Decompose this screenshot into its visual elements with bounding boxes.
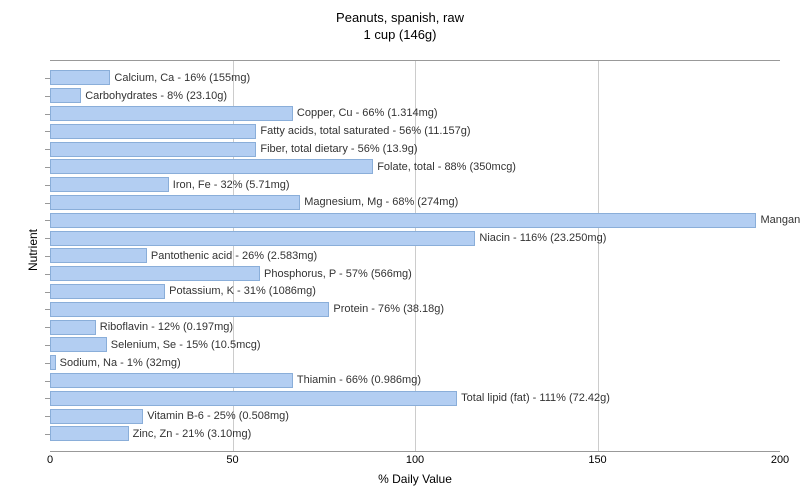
bar-row: Zinc, Zn - 21% (3.10mg) — [50, 425, 780, 443]
bar-row: Selenium, Se - 15% (10.5mcg) — [50, 336, 780, 354]
bar-row: Magnesium, Mg - 68% (274mg) — [50, 194, 780, 212]
bar-label: Carbohydrates - 8% (23.10g) — [85, 90, 227, 102]
bar-label: Selenium, Se - 15% (10.5mcg) — [111, 339, 261, 351]
bar-label: Riboflavin - 12% (0.197mg) — [100, 321, 233, 333]
bar — [50, 355, 56, 370]
x-tick-label: 0 — [47, 454, 53, 466]
x-axis: 050100150200 % Daily Value — [50, 450, 780, 490]
bar-label: Potassium, K - 31% (1086mg) — [169, 285, 316, 297]
bar-row: Vitamin B-6 - 25% (0.508mg) — [50, 407, 780, 425]
title-line-2: 1 cup (146g) — [0, 27, 800, 44]
y-axis-title: Nutrient — [26, 229, 40, 271]
bar — [50, 284, 165, 299]
bar-label: Fatty acids, total saturated - 56% (11.1… — [260, 125, 470, 137]
bar-label: Calcium, Ca - 16% (155mg) — [114, 72, 250, 84]
bar-label: Pantothenic acid - 26% (2.583mg) — [151, 250, 317, 262]
bar — [50, 142, 256, 157]
bar — [50, 248, 147, 263]
bar — [50, 391, 457, 406]
bar — [50, 320, 96, 335]
bar-row: Folate, total - 88% (350mcg) — [50, 158, 780, 176]
bar — [50, 159, 373, 174]
bar-row: Phosphorus, P - 57% (566mg) — [50, 265, 780, 283]
bar-row: Copper, Cu - 66% (1.314mg) — [50, 105, 780, 123]
bar-label: Iron, Fe - 32% (5.71mg) — [173, 179, 290, 191]
bar — [50, 337, 107, 352]
chart-title: Peanuts, spanish, raw 1 cup (146g) — [0, 0, 800, 44]
bar-row: Carbohydrates - 8% (23.10g) — [50, 87, 780, 105]
bar-row: Manganese, Mn - 193% (3.854mg) — [50, 211, 780, 229]
bar-label: Folate, total - 88% (350mcg) — [377, 161, 516, 173]
bar — [50, 70, 110, 85]
bar — [50, 409, 143, 424]
bar — [50, 231, 475, 246]
bar — [50, 213, 756, 228]
bar-row: Thiamin - 66% (0.986mg) — [50, 372, 780, 390]
x-tick-label: 50 — [226, 454, 238, 466]
bar — [50, 266, 260, 281]
bar-label: Phosphorus, P - 57% (566mg) — [264, 268, 412, 280]
x-tick-label: 150 — [588, 454, 606, 466]
bar — [50, 302, 329, 317]
x-tick-label: 200 — [771, 454, 789, 466]
bar — [50, 124, 256, 139]
bar-label: Sodium, Na - 1% (32mg) — [60, 357, 181, 369]
bar-row: Potassium, K - 31% (1086mg) — [50, 283, 780, 301]
bar-label: Fiber, total dietary - 56% (13.9g) — [260, 143, 417, 155]
bar — [50, 106, 293, 121]
bar-row: Niacin - 116% (23.250mg) — [50, 229, 780, 247]
bar-label: Copper, Cu - 66% (1.314mg) — [297, 107, 438, 119]
bar-row: Protein - 76% (38.18g) — [50, 300, 780, 318]
bar-label: Niacin - 116% (23.250mg) — [479, 232, 606, 244]
bar-label: Total lipid (fat) - 111% (72.42g) — [461, 392, 610, 404]
x-tick-label: 100 — [406, 454, 424, 466]
bar-label: Thiamin - 66% (0.986mg) — [297, 374, 421, 386]
bar-row: Fatty acids, total saturated - 56% (11.1… — [50, 122, 780, 140]
plot-area: Calcium, Ca - 16% (155mg) Carbohydrates -… — [50, 60, 780, 452]
x-axis-title: % Daily Value — [378, 472, 452, 486]
bar-row: Calcium, Ca - 16% (155mg) — [50, 69, 780, 87]
bar — [50, 88, 81, 103]
title-line-1: Peanuts, spanish, raw — [0, 10, 800, 27]
bar-row: Fiber, total dietary - 56% (13.9g) — [50, 140, 780, 158]
bar-row: Riboflavin - 12% (0.197mg) — [50, 318, 780, 336]
bar-label: Vitamin B-6 - 25% (0.508mg) — [147, 410, 289, 422]
bars-region: Calcium, Ca - 16% (155mg) Carbohydrates -… — [50, 69, 780, 443]
bar-label: Protein - 76% (38.18g) — [333, 303, 444, 315]
bar-row: Sodium, Na - 1% (32mg) — [50, 354, 780, 372]
bar-row: Iron, Fe - 32% (5.71mg) — [50, 176, 780, 194]
bar-row: Total lipid (fat) - 111% (72.42g) — [50, 389, 780, 407]
bar-label: Manganese, Mn - 193% (3.854mg) — [760, 214, 800, 226]
bar — [50, 195, 300, 210]
bar-label: Magnesium, Mg - 68% (274mg) — [304, 196, 458, 208]
bar-label: Zinc, Zn - 21% (3.10mg) — [133, 428, 252, 440]
chart-container: Peanuts, spanish, raw 1 cup (146g) Nutri… — [0, 0, 800, 500]
bar — [50, 177, 169, 192]
bar-row: Pantothenic acid - 26% (2.583mg) — [50, 247, 780, 265]
bar — [50, 373, 293, 388]
bar — [50, 426, 129, 441]
